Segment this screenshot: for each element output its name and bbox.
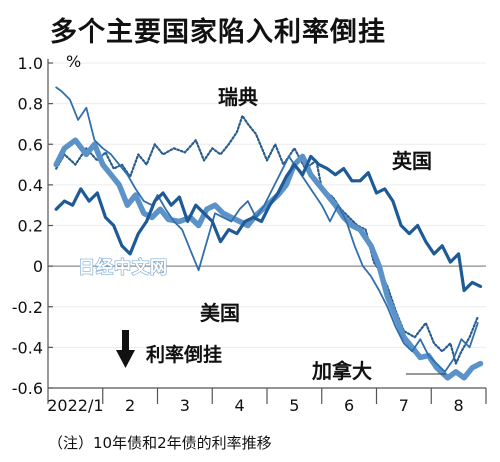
- y-tick-label: 0.8: [18, 95, 43, 114]
- series-label-canada: 加拿大: [311, 359, 372, 383]
- watermark-text: 日经中文网: [78, 257, 168, 278]
- y-tick-label: -0.6: [12, 379, 43, 398]
- series-label-us: 美国: [200, 301, 240, 325]
- series-line-sweden: [55, 114, 479, 365]
- y-tick-label: 1.0: [18, 54, 43, 73]
- y-tick-label: 0.6: [18, 135, 43, 154]
- x-tick-labels: 2022/1 2 3 4 5 6 7 8: [47, 396, 463, 415]
- series-line-uk: [54, 154, 483, 293]
- x-tick-label: 7: [399, 396, 409, 415]
- x-tick-label: 2: [125, 396, 135, 415]
- x-tick-label: 2022/1: [47, 396, 103, 415]
- y-tick-label: 0.4: [18, 176, 43, 195]
- y-tick-label: -0.4: [12, 338, 43, 357]
- series-line-canada: [55, 86, 479, 373]
- axes: [47, 59, 487, 404]
- footnote: （注）10年债和2年债的利率推移: [48, 434, 272, 452]
- x-tick-label: 8: [454, 396, 464, 415]
- y-tick-label: 0: [33, 257, 43, 276]
- x-tick-label: 4: [235, 396, 245, 415]
- chart-title: 多个主要国家陷入利率倒挂: [50, 17, 386, 48]
- series-label-uk: 英国: [392, 149, 432, 173]
- series-layer: [53, 86, 484, 381]
- y-tick-labels: 1.0 0.8 0.6 0.4 0.2 0 -0.2 -0.4 -0.6: [12, 54, 43, 398]
- x-tick-label: 6: [344, 396, 354, 415]
- down-arrow-icon: [116, 330, 135, 368]
- inversion-label: 利率倒挂: [146, 343, 222, 366]
- y-tick-label: -0.2: [12, 298, 43, 317]
- x-tick-label: 5: [289, 396, 299, 415]
- x-tick-label: 3: [180, 396, 190, 415]
- y-tick-label: 0.2: [18, 217, 43, 236]
- series-label-sweden: 瑞典: [218, 85, 258, 109]
- y-axis-unit: %: [66, 52, 81, 71]
